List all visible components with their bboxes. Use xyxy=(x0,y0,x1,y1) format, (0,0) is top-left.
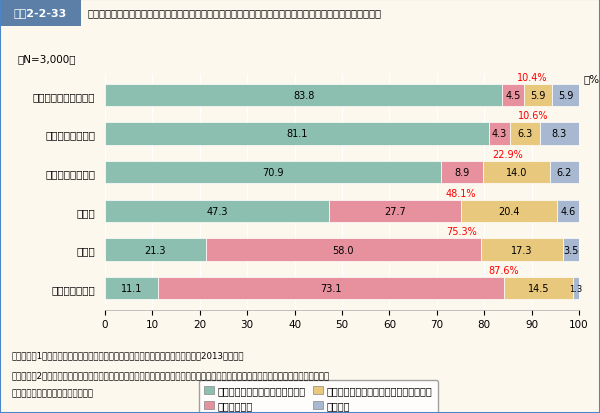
Text: 2．「インターネットを経由したオンラインゲームのダウンロードや課金のために必要なパスワードは誰が知っていますか。」: 2．「インターネットを経由したオンラインゲームのダウンロードや課金のために必要な… xyxy=(12,371,330,380)
Text: 図表2-2-33: 図表2-2-33 xyxy=(14,8,67,19)
Legend: 保護者（回答者自身含む。）のみ, お子さんのみ, お子さんと保護者（回答者自身含む。）, それ以外: 保護者（回答者自身含む。）のみ, お子さんのみ, お子さんと保護者（回答者自身含… xyxy=(199,380,437,413)
Text: （%）: （%） xyxy=(584,74,600,84)
Bar xyxy=(483,161,550,184)
Text: 75.3%: 75.3% xyxy=(446,227,477,237)
Text: 4.3: 4.3 xyxy=(492,129,507,139)
Text: 6.3: 6.3 xyxy=(517,129,532,139)
Text: 83.8: 83.8 xyxy=(293,90,314,100)
Text: 8.9: 8.9 xyxy=(455,168,470,178)
Text: 小学生（高学年）では約２割、小学生（低学年）以下でも約１割の子どもが課金等に必要なパスワードを把握: 小学生（高学年）では約２割、小学生（低学年）以下でも約１割の子どもが課金等に必要… xyxy=(87,8,381,19)
Bar xyxy=(105,278,158,300)
Text: 14.5: 14.5 xyxy=(528,284,549,294)
Text: 10.4%: 10.4% xyxy=(517,72,548,83)
Bar xyxy=(481,239,563,261)
Bar xyxy=(105,84,502,107)
Text: 6.2: 6.2 xyxy=(557,168,572,178)
Bar xyxy=(557,200,579,223)
Bar xyxy=(502,84,524,107)
Text: 8.3: 8.3 xyxy=(552,129,567,139)
Bar xyxy=(105,161,441,184)
Text: 11.1: 11.1 xyxy=(121,284,142,294)
Bar xyxy=(329,200,461,223)
Bar xyxy=(510,123,539,145)
Text: 58.0: 58.0 xyxy=(332,245,354,255)
Bar xyxy=(105,239,206,261)
Bar xyxy=(550,161,579,184)
Bar xyxy=(539,123,579,145)
Bar xyxy=(524,84,551,107)
Text: 70.9: 70.9 xyxy=(262,168,284,178)
FancyBboxPatch shape xyxy=(0,0,81,27)
Bar xyxy=(563,239,580,261)
Text: 14.0: 14.0 xyxy=(506,168,527,178)
Bar xyxy=(158,278,504,300)
Text: 5.9: 5.9 xyxy=(558,90,573,100)
Text: 47.3: 47.3 xyxy=(206,206,228,216)
Bar xyxy=(551,84,580,107)
Bar xyxy=(206,239,481,261)
Text: 87.6%: 87.6% xyxy=(489,266,520,275)
Text: 22.9%: 22.9% xyxy=(492,150,523,160)
Text: 5.9: 5.9 xyxy=(530,90,545,100)
Text: 10.6%: 10.6% xyxy=(518,111,549,121)
Text: 20.4: 20.4 xyxy=(498,206,520,216)
Bar xyxy=(105,123,490,145)
Text: 4.6: 4.6 xyxy=(560,206,576,216)
Bar xyxy=(490,123,510,145)
Text: との問に対する回答。: との問に対する回答。 xyxy=(12,389,94,398)
Text: 27.7: 27.7 xyxy=(384,206,406,216)
Text: 48.1%: 48.1% xyxy=(445,188,476,198)
Text: 1.3: 1.3 xyxy=(569,284,583,293)
Text: 4.5: 4.5 xyxy=(505,90,521,100)
Text: 21.3: 21.3 xyxy=(145,245,166,255)
Bar xyxy=(504,278,573,300)
Text: （備考）　1．消費者庁「インターネット調査「消費生活に関する意識調査」」（2013年度）。: （備考） 1．消費者庁「インターネット調査「消費生活に関する意識調査」」（201… xyxy=(12,350,245,359)
Bar xyxy=(441,161,483,184)
Text: 81.1: 81.1 xyxy=(287,129,308,139)
Bar xyxy=(461,200,557,223)
Bar xyxy=(573,278,579,300)
Text: 3.5: 3.5 xyxy=(563,245,579,255)
Text: 73.1: 73.1 xyxy=(320,284,341,294)
Bar xyxy=(105,200,329,223)
Text: （N=3,000）: （N=3,000） xyxy=(18,54,77,64)
Text: 17.3: 17.3 xyxy=(511,245,533,255)
